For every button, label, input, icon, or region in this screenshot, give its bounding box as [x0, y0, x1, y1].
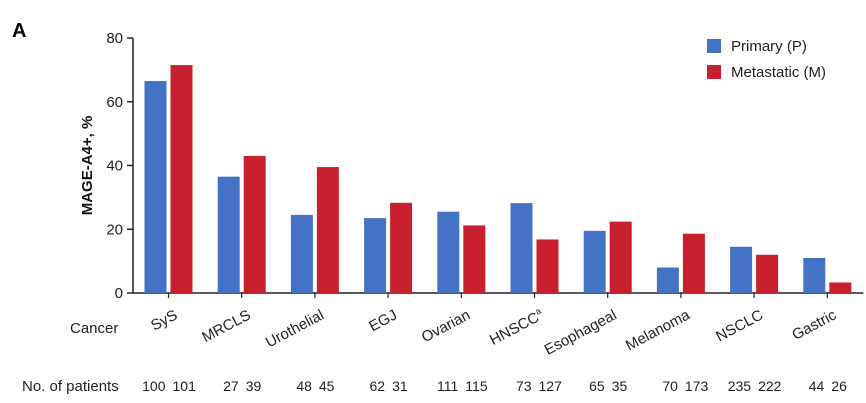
category-label: NSCLC: [713, 306, 766, 345]
category-label: Esophageal: [542, 307, 620, 359]
bar-mrcls-metastatic: [243, 155, 266, 293]
legend-swatch: [707, 39, 721, 53]
bar-urothelial-primary: [290, 214, 313, 293]
bar-nsclc-primary: [730, 246, 753, 293]
patients-count-primary: 44: [809, 378, 825, 394]
bar-urothelial-metastatic: [316, 167, 339, 293]
patients-count-metastatic: 173: [685, 378, 709, 394]
bar-nsclc-metastatic: [756, 254, 779, 293]
bar-hnscc-primary: [510, 203, 533, 293]
bar-sys-metastatic: [170, 65, 193, 293]
bar-mrcls-primary: [217, 176, 240, 293]
patients-count-primary: 48: [296, 378, 312, 394]
y-tick-label: 20: [106, 221, 123, 238]
patients-count-metastatic: 101: [173, 378, 197, 394]
y-axis-label: MAGE-A4+, %: [79, 116, 96, 216]
patients-count-metastatic: 26: [831, 378, 847, 394]
patients-count-metastatic: 127: [539, 378, 563, 394]
category-label: Gastric: [789, 306, 839, 344]
patients-count-primary: 27: [223, 378, 239, 394]
patients-count-primary: 70: [662, 378, 678, 394]
category-label: HNSCCa: [486, 306, 546, 349]
bar-egj-primary: [364, 218, 387, 293]
panel-label: A: [12, 20, 26, 42]
bar-esophageal-metastatic: [609, 221, 632, 293]
legend-label: Primary (P): [731, 38, 807, 55]
patients-count-primary: 62: [370, 378, 386, 394]
category-superscript: a: [533, 306, 542, 317]
bar-gastric-primary: [803, 257, 826, 293]
bar-hnscc-metastatic: [536, 239, 559, 293]
category-label: Melanoma: [623, 306, 693, 354]
bar-egj-metastatic: [390, 202, 413, 293]
category-label: Urothelial: [263, 307, 327, 352]
y-tick-label: 80: [106, 30, 123, 47]
row-label-cancer: Cancer: [70, 320, 118, 337]
category-label: Ovarian: [419, 307, 473, 347]
patients-count-metastatic: 31: [392, 378, 408, 394]
y-tick-label: 0: [115, 285, 123, 302]
category-label: EGJ: [366, 307, 400, 336]
bar-gastric-metastatic: [829, 282, 852, 293]
patients-count-primary: 65: [589, 378, 605, 394]
patients-row-label: No. of patients: [22, 378, 119, 395]
patients-count-metastatic: 45: [319, 378, 335, 394]
y-tick-label: 40: [106, 158, 123, 175]
patients-count-primary: 100: [142, 378, 166, 394]
patients-count-metastatic: 35: [612, 378, 628, 394]
legend-label: Metastatic (M): [731, 64, 826, 81]
category-label: MRCLS: [199, 307, 253, 347]
legend-swatch: [707, 65, 721, 79]
patients-count-metastatic: 222: [758, 378, 782, 394]
bar-ovarian-primary: [437, 211, 460, 293]
patients-count-metastatic: 39: [246, 378, 262, 394]
patients-count-metastatic: 115: [465, 378, 488, 394]
patients-count-primary: 73: [516, 378, 532, 394]
bar-esophageal-primary: [583, 230, 606, 293]
bar-melanoma-primary: [656, 267, 679, 293]
bar-ovarian-metastatic: [463, 225, 486, 293]
bar-melanoma-metastatic: [682, 233, 705, 293]
bar-sys-primary: [144, 81, 167, 293]
patients-count-primary: 111: [437, 378, 458, 394]
category-label: SyS: [148, 307, 180, 335]
patients-count-primary: 235: [728, 378, 752, 394]
y-tick-label: 60: [106, 94, 123, 111]
